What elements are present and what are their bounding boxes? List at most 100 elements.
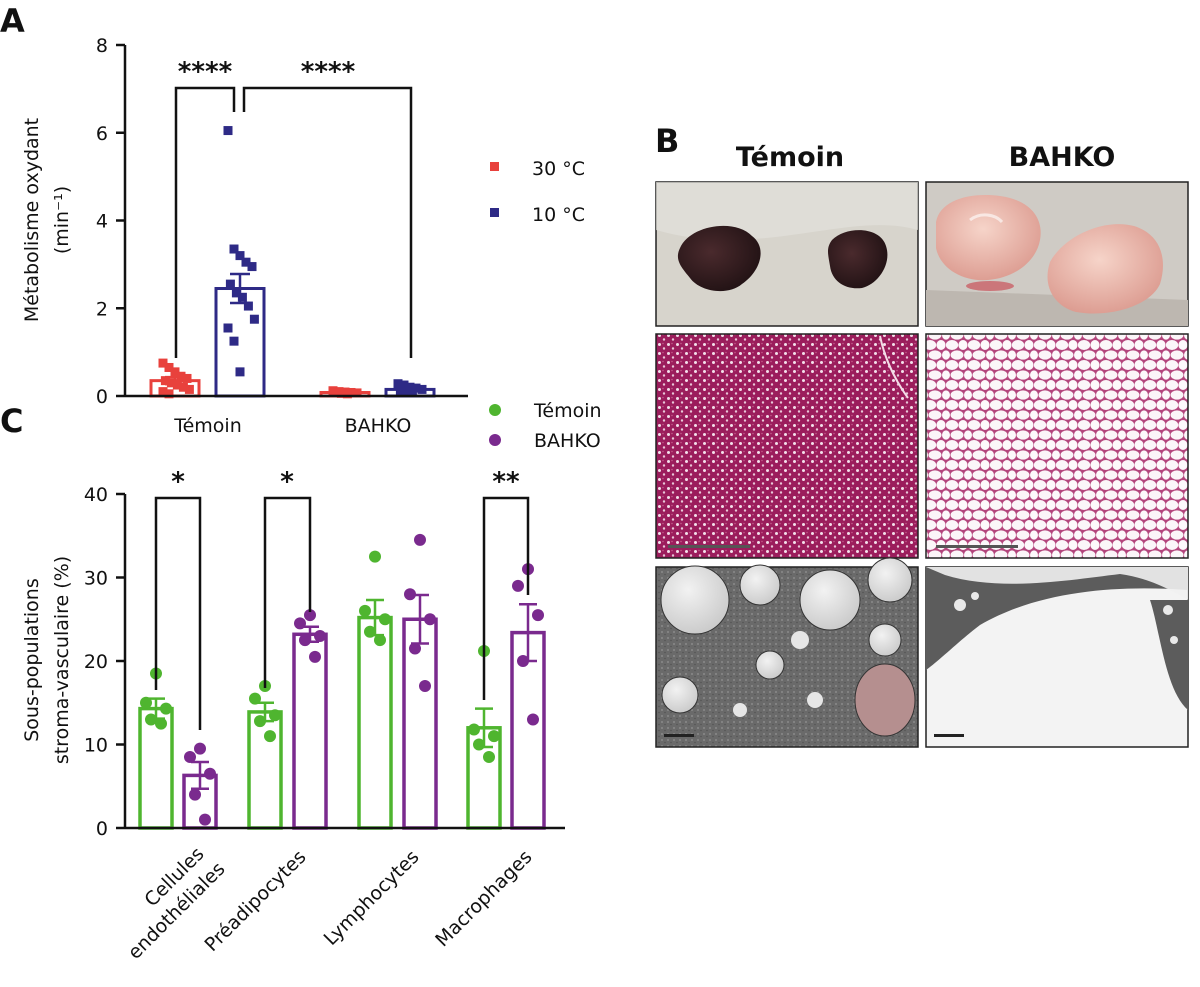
- panel-c-sig-3: **: [492, 467, 520, 497]
- data-point: [359, 604, 371, 617]
- data-point: [414, 533, 426, 546]
- bar: [247, 710, 283, 830]
- panel-b-col-title-bahko: BAHKO: [1009, 142, 1116, 173]
- data-point: [473, 738, 485, 751]
- data-point: [309, 650, 321, 663]
- data-point: [155, 717, 167, 730]
- data-point: [404, 588, 416, 601]
- data-point: [145, 713, 157, 726]
- legend-temoin-label: Témoin: [533, 400, 602, 422]
- data-point: [304, 609, 316, 622]
- panel-a-sig-1: ****: [178, 57, 233, 87]
- data-point: [517, 655, 529, 667]
- photo-bahko: [925, 181, 1189, 327]
- data-point: [235, 367, 245, 377]
- data-point: [527, 713, 539, 726]
- data-point: [336, 388, 346, 398]
- panel-label-c: C: [0, 402, 23, 440]
- legend-bahko-marker: [489, 434, 501, 446]
- data-point: [399, 380, 409, 390]
- data-point: [166, 378, 176, 388]
- panel-a-bracket-2: [242, 86, 413, 358]
- data-point: [160, 376, 170, 386]
- panel-a-ytick-label: 8: [96, 35, 108, 57]
- data-point: [369, 550, 381, 563]
- panel-a-ytick-label: 2: [96, 298, 108, 320]
- data-point: [401, 387, 411, 397]
- panel-c-ylabel-line2: stroma-vasculaire (%): [51, 556, 73, 764]
- data-point: [172, 380, 182, 390]
- bar: [357, 615, 393, 830]
- data-point: [254, 715, 266, 728]
- data-point: [330, 388, 340, 398]
- legend-30c-label: 30 °C: [532, 158, 585, 180]
- em-bahko: [925, 566, 1189, 748]
- panel-a-xtick-temoin: Témoin: [173, 415, 242, 437]
- legend-10c-marker: [490, 208, 499, 217]
- bar: [214, 287, 266, 398]
- panel-c-y-ticks: 0 10 20 30 40: [84, 484, 125, 840]
- panel-b-images: B Témoin BAHKO: [655, 122, 1189, 748]
- data-point: [407, 387, 417, 397]
- data-point: [379, 613, 391, 626]
- panel-c-chart: C 0 10 20 30 40 Sous-populations stroma-vasc…: [0, 400, 602, 964]
- data-point: [241, 257, 251, 267]
- data-point: [164, 389, 174, 399]
- panel-c-xtick-macrophages: Macrophages: [431, 846, 536, 951]
- tissue-temoin-2: [828, 230, 888, 289]
- data-point: [184, 751, 196, 764]
- legend-10c-label: 10 °C: [532, 204, 585, 226]
- data-point: [299, 634, 311, 647]
- legend-30c-marker: [490, 162, 499, 171]
- data-point: [194, 742, 206, 755]
- panel-a-xtick-bahko: BAHKO: [345, 415, 412, 437]
- data-point: [158, 358, 168, 368]
- scale-bar: [668, 545, 750, 548]
- data-point: [189, 788, 201, 801]
- panel-c-ytick-label: 20: [84, 651, 108, 673]
- data-point: [483, 751, 495, 764]
- data-point: [231, 288, 241, 298]
- data-point: [140, 696, 152, 709]
- data-point: [468, 723, 480, 736]
- panel-c-ylabel-line1: Sous-populations: [21, 578, 43, 742]
- legend-temoin-marker: [489, 404, 501, 416]
- data-point: [223, 323, 233, 333]
- data-point: [164, 362, 174, 372]
- data-point: [160, 702, 172, 715]
- data-point: [352, 388, 362, 398]
- panel-a-chart: A 0 2 4 6 8 Métabolisme oxydant (min⁻¹) Témo…: [0, 2, 585, 437]
- data-point: [184, 384, 194, 394]
- panel-c-bracket-1: [154, 496, 202, 730]
- data-point: [395, 386, 405, 396]
- data-point: [424, 613, 436, 626]
- scale-bar: [936, 545, 1018, 548]
- panel-label-b: B: [655, 122, 679, 160]
- data-point: [417, 384, 427, 394]
- tissue-temoin-1: [677, 225, 761, 292]
- data-point: [364, 625, 376, 638]
- data-point: [223, 126, 233, 136]
- panel-c-sig-1: *: [171, 467, 185, 497]
- panel-c-sig-2: *: [280, 467, 294, 497]
- panel-c-ytick-label: 10: [84, 735, 108, 757]
- panel-a-ylabel-line2: (min⁻¹): [51, 186, 73, 254]
- data-point: [235, 251, 245, 261]
- panel-c-ytick-label: 40: [84, 484, 108, 506]
- panel-label-a: A: [0, 2, 25, 40]
- panel-c-ytick-label: 0: [96, 818, 108, 840]
- data-point: [229, 336, 239, 346]
- data-point: [419, 680, 431, 693]
- data-point: [249, 692, 261, 705]
- tissue-bahko-2: [1047, 224, 1163, 314]
- data-point: [342, 389, 352, 399]
- histology-bahko: [925, 333, 1189, 559]
- panel-a-ylabel-line1: Métabolisme oxydant: [21, 118, 43, 322]
- data-point: [182, 373, 192, 383]
- data-point: [225, 279, 235, 289]
- scale-bar: [664, 734, 694, 737]
- data-point: [393, 379, 403, 389]
- data-point: [294, 617, 306, 630]
- data-point: [170, 367, 180, 377]
- panel-a-marks: [149, 126, 436, 399]
